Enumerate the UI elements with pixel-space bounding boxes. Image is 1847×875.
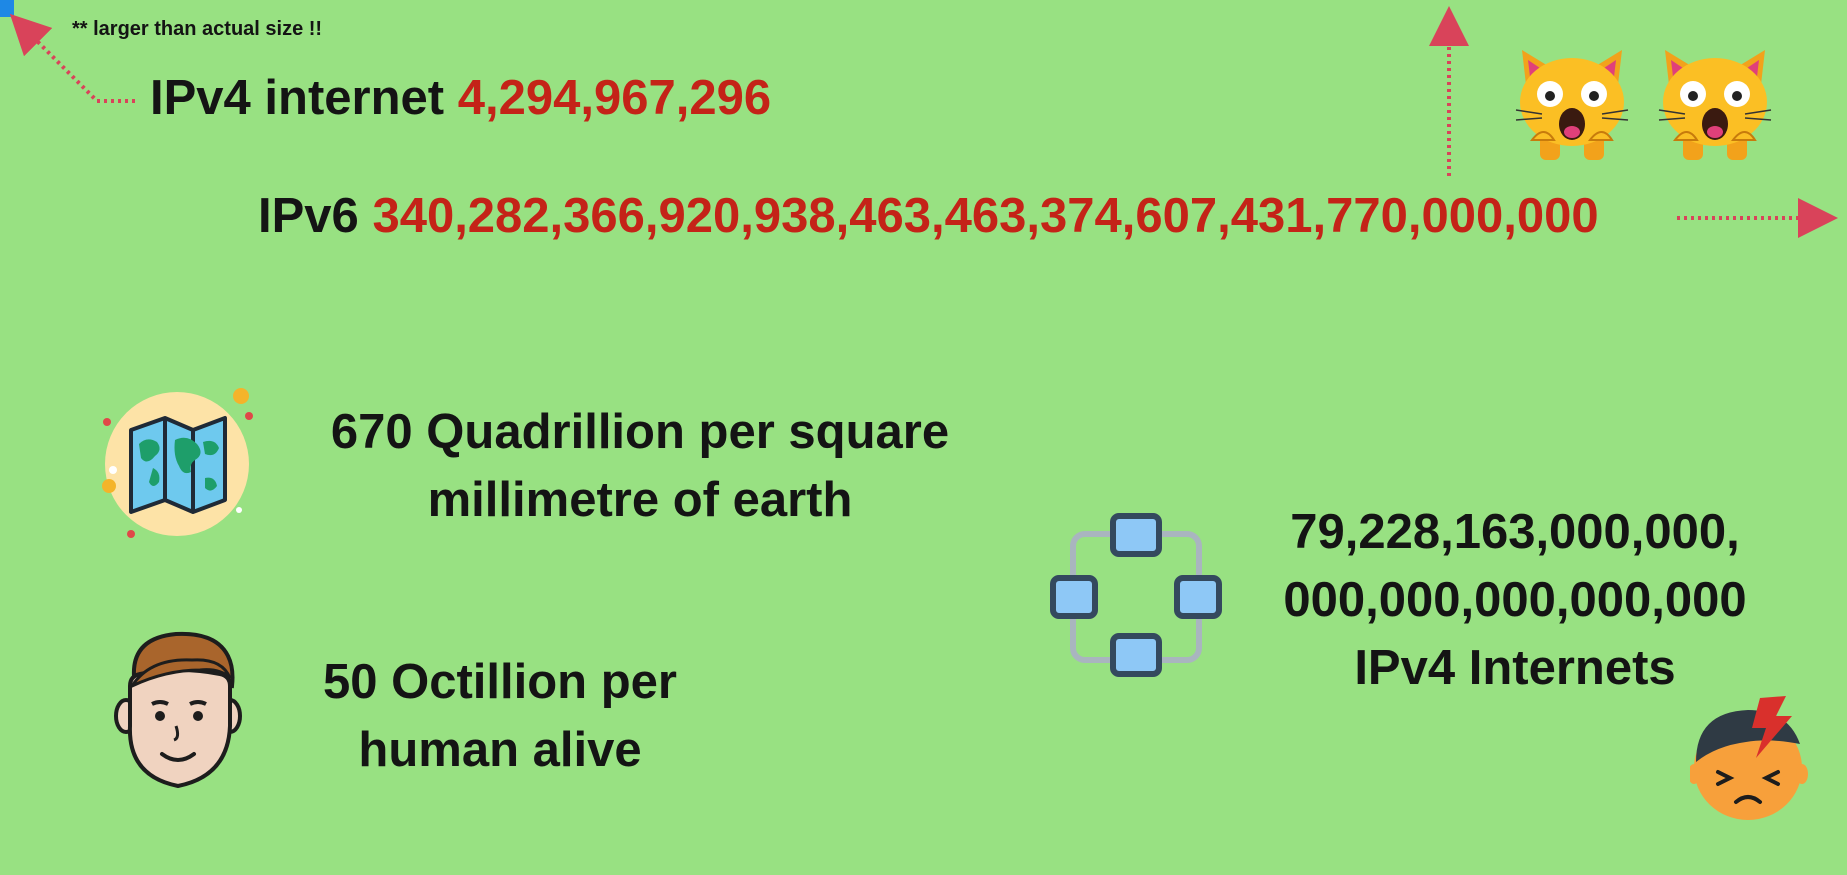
internets-line-3: IPv4 Internets [1354,641,1676,695]
internets-line-2: 000,000,000,000,000 [1283,573,1747,627]
ipv4-count: 4,294,967,296 [457,71,772,125]
stressed-face-lightning-icon [1690,696,1808,820]
human-line-2: human alive [358,723,642,777]
screaming-cat-icon [1658,50,1772,160]
folded-world-map-icon [102,388,253,538]
size-note: ** larger than actual size !! [72,18,323,40]
earth-line-2: millimetre of earth [427,473,853,527]
human-density-text: 50 Octillion per human alive [290,648,710,784]
ipv4-internets-text: 79,228,163,000,000, 000,000,000,000,000 … [1245,498,1785,702]
ipv4-line: IPv4 internet 4,294,967,296 [150,70,771,126]
earth-line-1: 670 Quadrillion per square [330,405,950,459]
earth-density-text: 670 Quadrillion per square millimetre of… [290,398,990,534]
ipv4-label: IPv4 internet [150,71,445,125]
network-nodes-icon [1050,513,1222,677]
human-line-1: 50 Octillion per [323,655,677,709]
corner-marker [0,0,14,17]
ipv6-label: IPv6 [258,189,359,243]
ipv6-count: 340,282,366,920,938,463,463,374,607,431,… [372,189,1599,243]
screaming-cat-icon [1515,50,1629,160]
arrow-to-corner [9,13,135,103]
internets-line-1: 79,228,163,000,000, [1290,505,1740,559]
ipv6-line: IPv6 340,282,366,920,938,463,463,374,607… [258,188,1599,244]
man-face-icon [114,631,242,789]
